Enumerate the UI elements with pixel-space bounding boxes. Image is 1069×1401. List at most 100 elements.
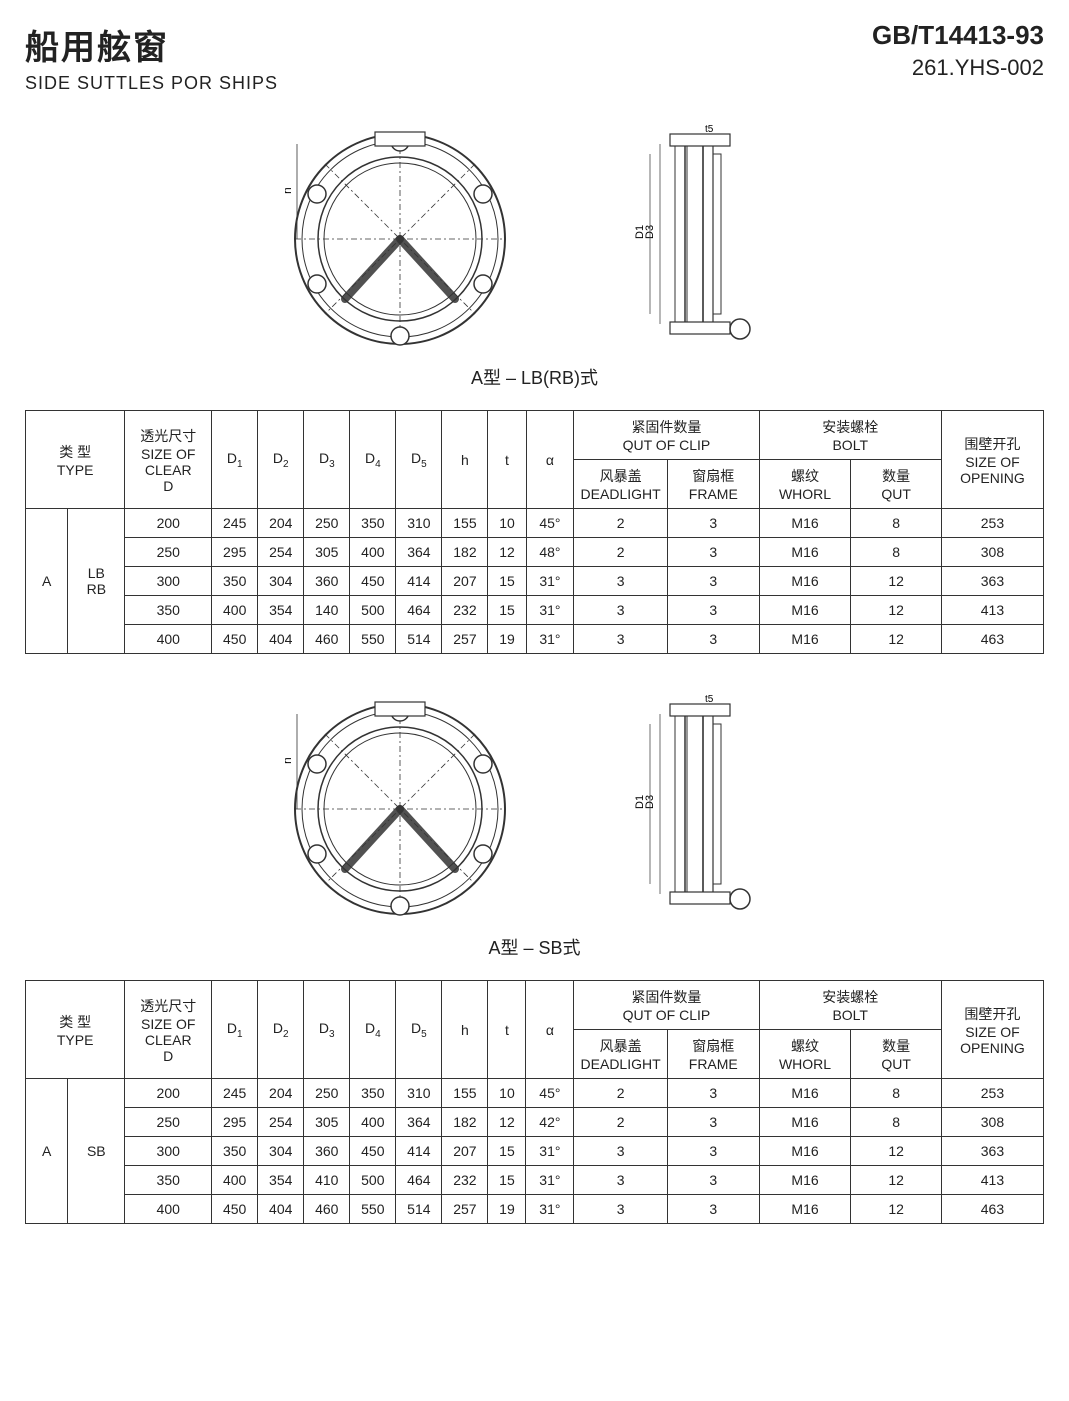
cell-op: 413 [941,596,1043,625]
cell-qu: 12 [851,1166,941,1195]
cell-clear: 300 [125,567,212,596]
svg-text:h: h [285,757,294,764]
cell-fr: 3 [667,1166,759,1195]
cell-h: 207 [442,1137,488,1166]
section-2-label: A型 – SB式 [25,934,1044,960]
cell-h: 257 [442,1195,488,1224]
cell-d4: 350 [350,509,396,538]
cell-t: 15 [488,1166,526,1195]
cell-d2: 304 [258,1137,304,1166]
cell-dl: 3 [574,625,668,654]
cell-clear: 300 [125,1137,212,1166]
cell-qu: 8 [851,1079,941,1108]
cell-h: 182 [442,538,488,567]
table-row: 2502952543054003641821242°23M168308 [26,1108,1044,1137]
cell-t: 12 [488,538,526,567]
cell-t: 15 [488,596,526,625]
code-block: GB/T14413-93 261.YHS-002 [872,20,1044,81]
cell-d1: 350 [212,1137,258,1166]
cell-d5: 310 [396,1079,442,1108]
cell-d2: 304 [258,567,304,596]
cell-a: 31° [526,1195,574,1224]
cell-op: 308 [941,1108,1043,1137]
cell-d2: 254 [258,1108,304,1137]
title-cn: 船用舷窗 [25,20,278,69]
cell-d1: 450 [212,625,258,654]
cell-wh: M16 [759,1079,851,1108]
spec-table-2: 类 型 TYPE 透光尺寸 SIZE OF CLEAR D D1 D2 D3 D… [25,980,1044,1224]
cell-wh: M16 [759,567,851,596]
cell-d5: 310 [396,509,442,538]
cell-clear: 400 [125,1195,212,1224]
cell-op: 363 [941,1137,1043,1166]
type-sub-cell: LBRB [68,509,125,654]
cell-d3: 460 [304,1195,350,1224]
cell-dl: 2 [574,1079,668,1108]
cell-d5: 514 [396,1195,442,1224]
cell-t: 19 [488,1195,526,1224]
cell-d5: 364 [396,1108,442,1137]
cell-qu: 8 [851,1108,941,1137]
cell-d3: 410 [304,1166,350,1195]
cell-a: 42° [526,1108,574,1137]
cell-a: 45° [526,1079,574,1108]
cell-d3: 250 [304,509,350,538]
cell-fr: 3 [667,1108,759,1137]
front-view-drawing-2: h [285,694,515,924]
cell-t: 10 [488,1079,526,1108]
svg-text:t5: t5 [705,694,714,705]
cell-d5: 464 [396,1166,442,1195]
cell-d2: 204 [258,1079,304,1108]
cell-fr: 3 [667,596,759,625]
cell-op: 463 [941,1195,1043,1224]
cell-h: 232 [442,596,488,625]
cell-d3: 360 [304,1137,350,1166]
cell-d1: 295 [212,538,258,567]
cell-op: 413 [941,1166,1043,1195]
side-view-drawing: D3 D1 t5 [635,124,785,354]
title-block: 船用舷窗 SIDE SUTTLES POR SHIPS [25,20,278,94]
cell-wh: M16 [759,1195,851,1224]
table-2-body: ASB2002452042503503101551045°23M16825325… [26,1079,1044,1224]
table-row: 3504003541405004642321531°33M1612413 [26,596,1044,625]
cell-op: 253 [941,1079,1043,1108]
cell-a: 31° [526,625,574,654]
cell-wh: M16 [759,538,851,567]
cell-a: 31° [526,567,574,596]
cell-fr: 3 [667,538,759,567]
cell-clear: 250 [125,538,212,567]
cell-d5: 364 [396,538,442,567]
cell-qu: 12 [851,1195,941,1224]
cell-clear: 250 [125,1108,212,1137]
cell-a: 31° [526,1166,574,1195]
table-1-body: ALBRB2002452042503503101551045°23M168253… [26,509,1044,654]
cell-d2: 254 [258,538,304,567]
cell-qu: 12 [851,567,941,596]
cell-t: 19 [488,625,526,654]
cell-clear: 400 [125,625,212,654]
cell-wh: M16 [759,1108,851,1137]
cell-d5: 514 [396,625,442,654]
cell-dl: 3 [574,1166,668,1195]
cell-d3: 460 [304,625,350,654]
cell-d2: 354 [258,596,304,625]
cell-wh: M16 [759,596,851,625]
cell-d1: 350 [212,567,258,596]
cell-d4: 500 [350,1166,396,1195]
cell-d4: 500 [350,596,396,625]
cell-d1: 245 [212,1079,258,1108]
section-1-label: A型 – LB(RB)式 [25,364,1044,390]
cell-d4: 350 [350,1079,396,1108]
table-header: 类 型 TYPE 透光尺寸 SIZE OF CLEAR D D1 D2 D3 D… [26,411,1044,509]
table-row: 3003503043604504142071531°33M1612363 [26,567,1044,596]
cell-d3: 305 [304,1108,350,1137]
cell-qu: 8 [851,538,941,567]
cell-d4: 550 [350,1195,396,1224]
cell-wh: M16 [759,1166,851,1195]
svg-text:D1: D1 [635,225,646,239]
drawings-row-1: h D3 D1 t5 [25,124,1044,354]
cell-op: 253 [941,509,1043,538]
cell-dl: 3 [574,1195,668,1224]
cell-qu: 8 [851,509,941,538]
type-sub-cell: SB [68,1079,125,1224]
